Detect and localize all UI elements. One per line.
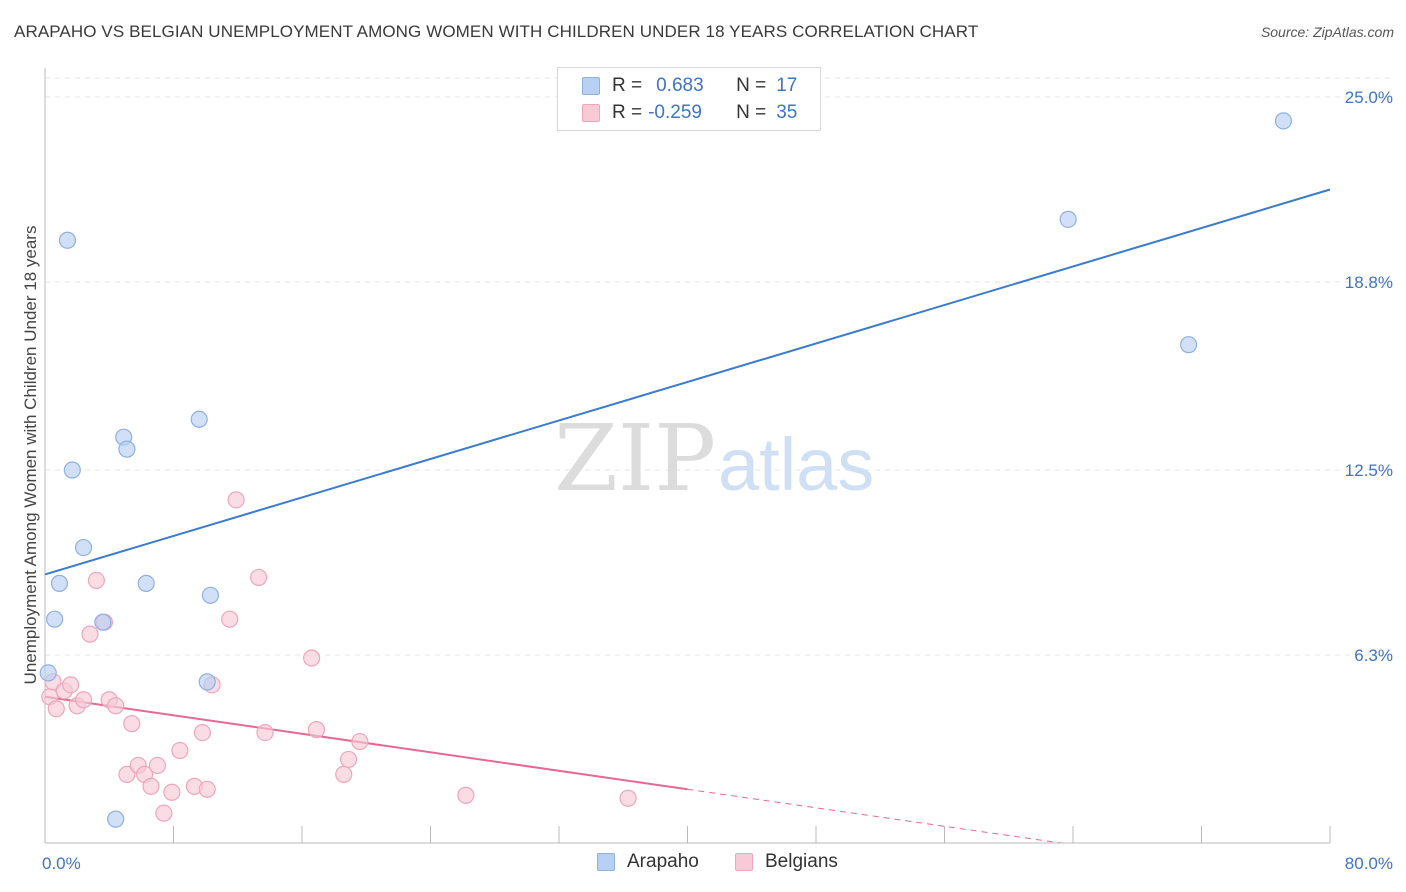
axes bbox=[44, 68, 1331, 844]
x-tick-label: 0.0% bbox=[42, 854, 81, 873]
belgians-point bbox=[227, 491, 245, 509]
belgians-point bbox=[47, 700, 65, 718]
arapaho-point bbox=[118, 440, 136, 458]
y-axis-label: Unemployment Among Women with Children U… bbox=[21, 226, 40, 685]
belgians-point bbox=[87, 571, 106, 590]
correlation-legend: R = 0.683 N = 17 R = -0.259 N = 35 bbox=[557, 67, 821, 131]
arapaho-point bbox=[137, 574, 155, 592]
tick-labels: 6.3% 12.5% 18.8% 25.0% 0.0% 80.0% bbox=[42, 88, 1393, 873]
belgians-point bbox=[221, 610, 239, 628]
arapaho-point bbox=[50, 574, 69, 592]
r-label: R = bbox=[612, 102, 643, 123]
grid-lines bbox=[45, 77, 1395, 656]
belgians-point bbox=[250, 568, 268, 587]
belgians-point bbox=[335, 765, 353, 783]
arapaho-swatch-icon bbox=[582, 77, 600, 95]
belgians-swatch-icon bbox=[582, 104, 600, 122]
arapaho-point bbox=[107, 810, 125, 828]
belgians-point bbox=[118, 765, 136, 783]
watermark-atlas: atlas bbox=[718, 423, 874, 506]
r-label: R = bbox=[612, 75, 643, 96]
belgians-point bbox=[81, 625, 99, 643]
legend-row-arapaho: R = 0.683 N = 17 bbox=[582, 74, 797, 98]
legend-item-arapaho[interactable]: Arapaho bbox=[597, 851, 699, 873]
n-value: 35 bbox=[776, 102, 798, 123]
belgians-point bbox=[171, 741, 189, 760]
y-tick-label: 18.8% bbox=[1345, 273, 1393, 292]
arapaho-point bbox=[94, 613, 112, 631]
belgians-point bbox=[198, 780, 216, 798]
belgians-point bbox=[351, 732, 369, 751]
belgians-point bbox=[256, 723, 274, 742]
watermark-zip: ZIP bbox=[554, 405, 716, 512]
y-tick-label: 25.0% bbox=[1345, 88, 1393, 107]
belgians-point bbox=[303, 649, 321, 667]
y-tick-label: 12.5% bbox=[1345, 461, 1393, 480]
r-value: -0.259 bbox=[648, 102, 702, 123]
x-tick-label: 80.0% bbox=[1345, 854, 1393, 873]
n-value: 17 bbox=[776, 75, 798, 96]
n-label: N = bbox=[736, 102, 767, 123]
belgians-point bbox=[74, 691, 93, 709]
belgians-point bbox=[148, 756, 167, 775]
arapaho-point bbox=[201, 586, 220, 604]
legend-row-belgians: R = -0.259 N = 35 bbox=[582, 101, 797, 125]
arapaho-trend-line bbox=[44, 188, 1331, 576]
legend-item-belgians[interactable]: Belgians bbox=[735, 851, 838, 873]
belgians-swatch-icon bbox=[735, 853, 753, 871]
arapaho-point bbox=[58, 231, 77, 249]
belgians-point bbox=[155, 804, 173, 822]
n-label: N = bbox=[736, 75, 767, 96]
belgians-point bbox=[107, 697, 125, 715]
arapaho-point bbox=[74, 538, 93, 557]
r-value: 0.683 bbox=[656, 75, 704, 96]
chart-title: ARAPAHO VS BELGIAN UNEMPLOYMENT AMONG WO… bbox=[14, 22, 979, 41]
belgians-point bbox=[619, 789, 637, 807]
arapaho-point bbox=[198, 673, 216, 691]
arapaho-point bbox=[39, 664, 57, 682]
belgians-point bbox=[339, 750, 358, 769]
belgians-point bbox=[62, 676, 80, 694]
trend-lines bbox=[44, 188, 1331, 843]
belgians-point bbox=[123, 715, 141, 733]
data-points bbox=[39, 112, 1293, 828]
arapaho-point bbox=[190, 410, 208, 428]
arapaho-point bbox=[46, 610, 64, 628]
arapaho-point bbox=[63, 461, 81, 479]
arapaho-point bbox=[1059, 210, 1077, 228]
belgians-point bbox=[142, 777, 160, 795]
arapaho-point bbox=[1274, 112, 1293, 130]
legend-item-label: Belgians bbox=[765, 851, 838, 872]
belgians-point bbox=[163, 783, 181, 801]
belgians-point bbox=[193, 723, 212, 742]
arapaho-swatch-icon bbox=[597, 853, 615, 871]
source-credit: Source: ZipAtlas.com bbox=[1260, 24, 1394, 40]
arapaho-point bbox=[1180, 336, 1198, 354]
belgians-point bbox=[307, 721, 326, 739]
belgians-point bbox=[457, 786, 475, 804]
legend-item-label: Arapaho bbox=[627, 851, 699, 872]
belgians-trend-extension bbox=[687, 788, 1065, 843]
y-tick-label: 6.3% bbox=[1354, 646, 1393, 665]
series-legend: Arapaho Belgians bbox=[0, 851, 1406, 877]
